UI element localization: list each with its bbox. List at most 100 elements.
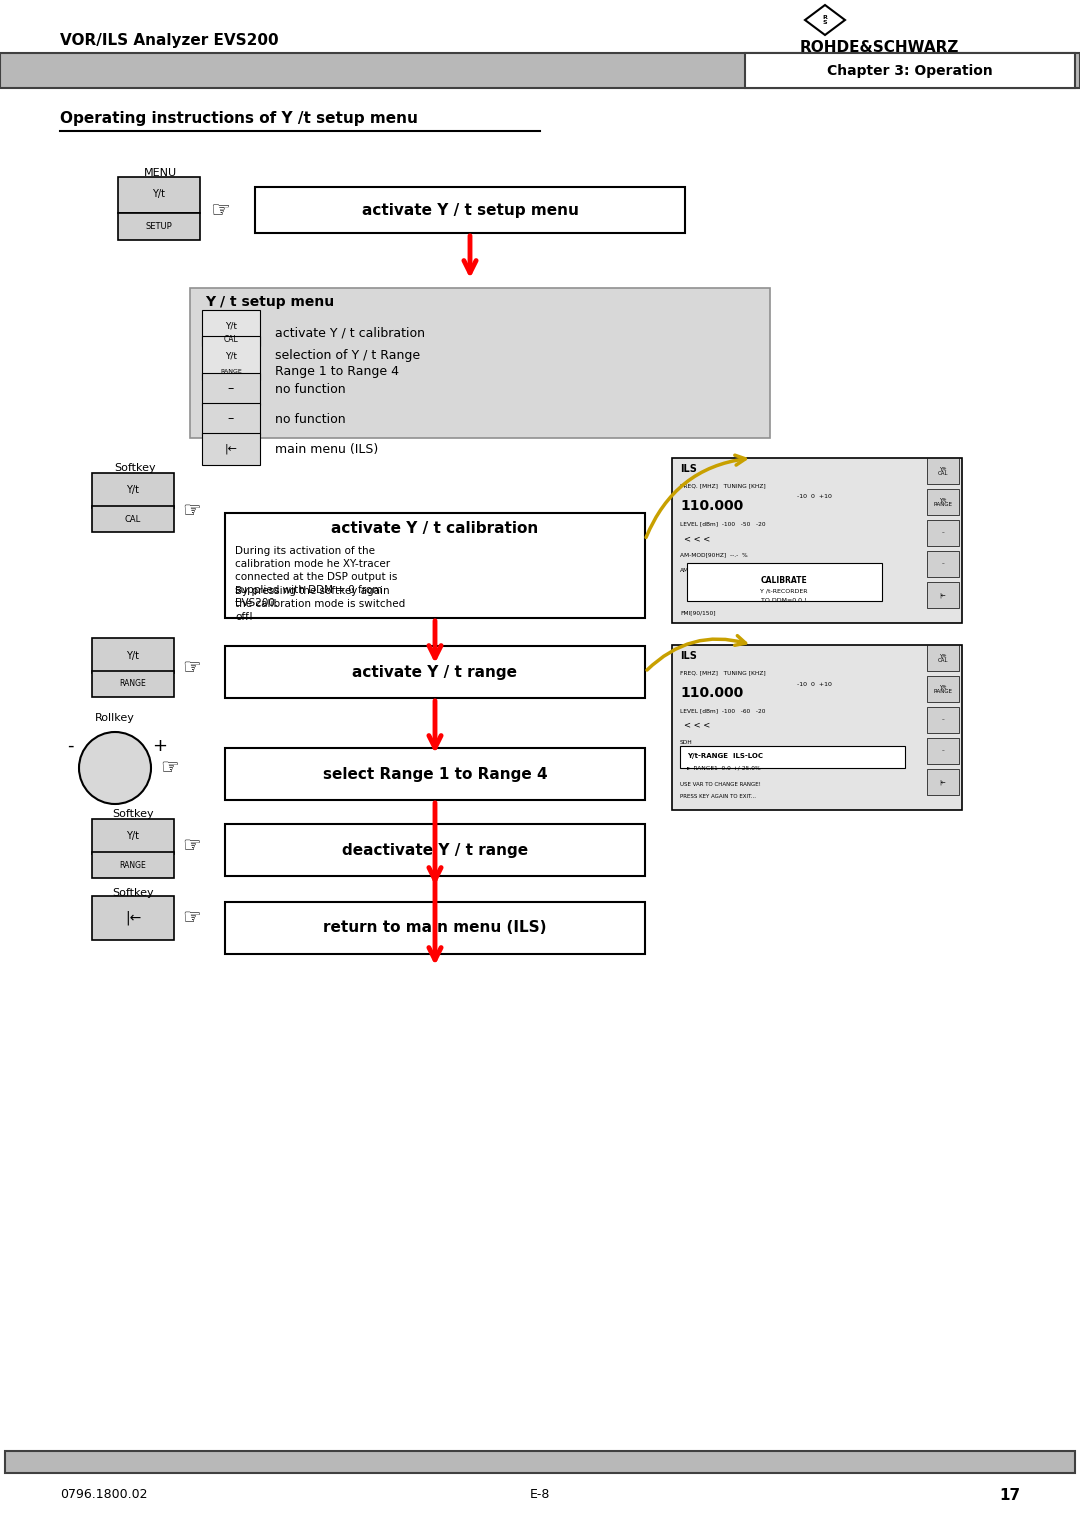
FancyBboxPatch shape [92,853,174,879]
FancyBboxPatch shape [92,895,174,940]
Text: activate Y / t range: activate Y / t range [352,665,517,680]
Text: ☞: ☞ [210,202,230,222]
FancyBboxPatch shape [225,902,645,953]
FancyBboxPatch shape [202,336,260,380]
Text: Chapter 3: Operation: Chapter 3: Operation [827,64,993,78]
FancyBboxPatch shape [927,769,959,795]
Text: MENU: MENU [144,168,176,177]
Text: Y/t
CAL: Y/t CAL [937,466,948,475]
Circle shape [79,732,151,804]
FancyBboxPatch shape [202,432,260,465]
Text: Y/t
CAL: Y/t CAL [937,654,948,663]
Text: RANGE: RANGE [220,368,242,373]
Text: ☞: ☞ [160,758,179,778]
FancyBboxPatch shape [202,373,260,405]
Text: SETUP: SETUP [146,222,173,231]
Text: < < <: < < < [684,721,711,730]
Text: VOR/ILS Analyzer EVS200: VOR/ILS Analyzer EVS200 [60,32,279,47]
FancyBboxPatch shape [927,582,959,608]
Text: -: - [67,736,73,755]
FancyBboxPatch shape [0,53,1080,89]
Text: Range 1 to Range 4: Range 1 to Range 4 [275,365,399,377]
FancyBboxPatch shape [927,520,959,545]
FancyBboxPatch shape [202,310,260,345]
Text: Y/t: Y/t [225,351,237,361]
Text: Y/t: Y/t [152,189,165,200]
FancyBboxPatch shape [225,646,645,698]
Text: activate Y / t setup menu: activate Y / t setup menu [362,203,579,217]
Text: main menu (ILS): main menu (ILS) [275,443,378,455]
FancyBboxPatch shape [92,639,174,672]
Text: –: – [942,749,944,753]
Text: –: – [228,413,234,425]
Text: By pressing the softkey again
the calibration mode is switched
off!: By pressing the softkey again the calibr… [235,587,405,622]
Text: –: – [228,382,234,396]
Text: ILS: ILS [680,465,697,474]
FancyBboxPatch shape [680,746,905,769]
Text: -10  0  +10: -10 0 +10 [797,681,832,686]
Text: activate Y / t calibration: activate Y / t calibration [275,327,426,339]
Text: LEVEL [dBm]  -100   -50   -20: LEVEL [dBm] -100 -50 -20 [680,521,766,527]
FancyBboxPatch shape [255,186,685,232]
FancyBboxPatch shape [5,1452,1075,1473]
Text: Y/t: Y/t [126,651,139,660]
Text: 110.000: 110.000 [680,686,743,700]
Text: AM-M%: AM-M% [680,567,702,573]
Text: |←: |← [940,779,946,785]
FancyBboxPatch shape [927,552,959,578]
Text: E-8: E-8 [530,1488,550,1502]
Text: CAL: CAL [125,515,141,524]
Text: 110.000: 110.000 [680,500,743,513]
FancyBboxPatch shape [927,738,959,764]
Text: USE VAR TO CHANGE RANGE!: USE VAR TO CHANGE RANGE! [680,782,761,787]
FancyBboxPatch shape [92,671,174,697]
Text: ROHDE&SCHWARZ: ROHDE&SCHWARZ [800,41,959,55]
Text: ☞: ☞ [183,836,201,856]
Text: ILS: ILS [680,651,697,662]
Text: RANGE: RANGE [120,860,147,869]
FancyBboxPatch shape [927,707,959,733]
Text: ► RANGE1  0.0 +/-25.0%: ► RANGE1 0.0 +/-25.0% [687,766,760,770]
Text: Y / t setup menu: Y / t setup menu [205,295,334,309]
FancyBboxPatch shape [225,749,645,801]
FancyBboxPatch shape [92,474,174,507]
Text: LEVEL [dBm]  -100   -60   -20: LEVEL [dBm] -100 -60 -20 [680,709,766,714]
Text: TO DDM=0.0 !: TO DDM=0.0 ! [761,599,807,604]
Text: no function: no function [275,382,346,396]
FancyBboxPatch shape [745,53,1075,89]
Text: Y/t
RANGE: Y/t RANGE [933,497,953,507]
FancyBboxPatch shape [118,212,200,240]
Text: Operating instructions of Y /t setup menu: Operating instructions of Y /t setup men… [60,110,418,125]
Text: During its activation of the
calibration mode he XY-tracer
connected at the DSP : During its activation of the calibration… [235,545,397,608]
Text: ☞: ☞ [183,908,201,927]
FancyBboxPatch shape [202,403,260,435]
Polygon shape [805,5,845,35]
Text: Softkey: Softkey [114,463,156,474]
Text: PRESS KEY AGAIN TO EXIT...: PRESS KEY AGAIN TO EXIT... [680,795,756,799]
FancyBboxPatch shape [118,177,200,212]
Text: –: – [942,718,944,723]
FancyBboxPatch shape [672,645,962,810]
Text: Softkey: Softkey [112,808,153,819]
Text: FREQ. [MHZ]   TUNING [KHZ]: FREQ. [MHZ] TUNING [KHZ] [680,671,766,675]
Text: |←: |← [125,911,141,926]
Text: |←: |← [940,593,946,597]
FancyBboxPatch shape [92,819,174,854]
Text: Y/t: Y/t [126,831,139,842]
FancyBboxPatch shape [672,458,962,623]
FancyBboxPatch shape [927,489,959,515]
FancyBboxPatch shape [190,287,770,439]
Text: Rollkey: Rollkey [95,714,135,723]
Text: Y/t: Y/t [225,321,237,330]
Text: Y/t
RANGE: Y/t RANGE [933,685,953,694]
FancyBboxPatch shape [225,824,645,876]
FancyBboxPatch shape [927,458,959,484]
Text: Softkey: Softkey [112,888,153,898]
Text: Y /t-RECORDER: Y /t-RECORDER [760,588,808,593]
Text: –: – [942,530,944,535]
Text: –: – [942,561,944,567]
FancyBboxPatch shape [92,506,174,532]
Text: no function: no function [275,413,346,425]
Text: SDH: SDH [680,740,692,744]
Text: Y/t: Y/t [126,486,139,495]
